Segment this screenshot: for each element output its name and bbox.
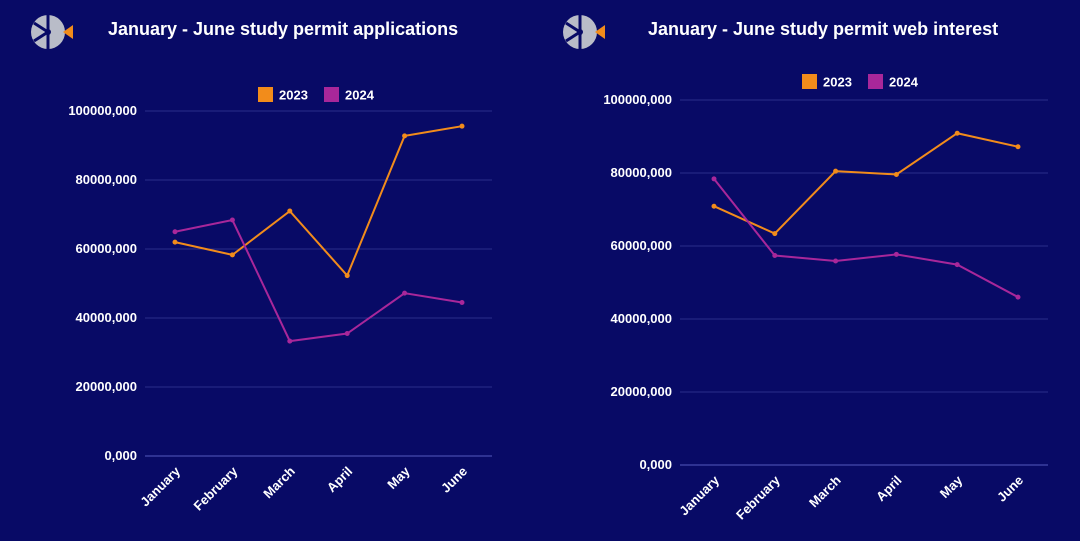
data-point-2023 — [229, 252, 235, 258]
chart-applications: 0,000 20000,000 40000,000 60000,000 80000,00… — [68, 87, 492, 513]
data-point-2023 — [711, 203, 717, 209]
y-tick-label: 100000,000 — [603, 92, 672, 107]
legend-label: 2024 — [889, 75, 919, 90]
x-tick-label: March — [260, 463, 298, 501]
legend-label: 2024 — [345, 88, 375, 103]
data-point-2023 — [893, 171, 899, 177]
data-point-2023 — [833, 168, 839, 174]
legend-swatch — [802, 74, 817, 89]
legend-swatch — [324, 87, 339, 102]
chart-title: January - June study permit web interest — [648, 19, 999, 39]
data-point-2024 — [229, 217, 235, 223]
y-tick-label: 0,000 — [639, 457, 672, 472]
data-point-2024 — [402, 290, 408, 296]
chart-title: January - June study permit applications — [108, 19, 459, 39]
x-tick-label: February — [191, 463, 241, 513]
data-point-2024 — [344, 331, 350, 337]
data-point-2023 — [287, 208, 293, 214]
data-point-2024 — [772, 252, 778, 258]
chart-web-interest: 0,000 20000,000 40000,000 60000,000 80000,00… — [603, 74, 1048, 522]
x-tick-label: May — [937, 472, 966, 501]
brand-logo-icon — [563, 15, 605, 49]
data-point-2024 — [172, 229, 178, 235]
series-line-2024 — [174, 218, 463, 343]
y-tick-label: 20000,000 — [76, 379, 137, 394]
data-point-2023 — [402, 133, 408, 139]
legend-label: 2023 — [823, 75, 852, 90]
data-point-2023 — [954, 130, 960, 136]
y-tick-label: 0,000 — [104, 448, 137, 463]
data-point-2024 — [833, 258, 839, 264]
data-point-2024 — [893, 251, 899, 257]
x-tick-label: January — [676, 472, 722, 518]
y-tick-label: 60000,000 — [76, 241, 137, 256]
y-tick-label: 60000,000 — [611, 238, 672, 253]
y-tick-label: 40000,000 — [611, 311, 672, 326]
data-point-2023 — [1015, 144, 1021, 150]
x-tick-label: April — [324, 464, 356, 496]
data-point-2023 — [459, 123, 465, 129]
y-tick-label: 40000,000 — [76, 310, 137, 325]
x-tick-label: February — [733, 472, 783, 522]
data-point-2024 — [1015, 294, 1021, 300]
series-line-2023 — [713, 132, 1019, 235]
y-tick-label: 20000,000 — [611, 384, 672, 399]
legend-swatch — [258, 87, 273, 102]
series-line-2024 — [713, 178, 1019, 298]
x-tick-label: April — [873, 473, 905, 505]
legend-label: 2023 — [279, 88, 308, 103]
x-tick-label: January — [137, 463, 183, 509]
brand-logo-icon — [31, 15, 73, 49]
data-point-2023 — [172, 239, 178, 245]
x-tick-label: March — [806, 472, 844, 510]
chart-panel-applications: January - June study permit applications… — [31, 15, 492, 513]
data-point-2024 — [287, 338, 293, 344]
data-point-2023 — [344, 273, 350, 279]
x-tick-label: June — [438, 464, 470, 496]
series-line-2023 — [174, 125, 463, 278]
y-tick-label: 80000,000 — [611, 165, 672, 180]
data-point-2024 — [711, 176, 717, 182]
x-tick-label: May — [384, 463, 413, 492]
data-point-2024 — [954, 262, 960, 268]
x-tick-label: June — [994, 473, 1026, 505]
data-point-2023 — [772, 231, 778, 237]
data-point-2024 — [459, 299, 465, 305]
legend-swatch — [868, 74, 883, 89]
chart-panel-web-interest: January - June study permit web interest… — [540, 0, 1080, 541]
y-tick-label: 100000,000 — [68, 103, 137, 118]
y-tick-label: 80000,000 — [76, 172, 137, 187]
